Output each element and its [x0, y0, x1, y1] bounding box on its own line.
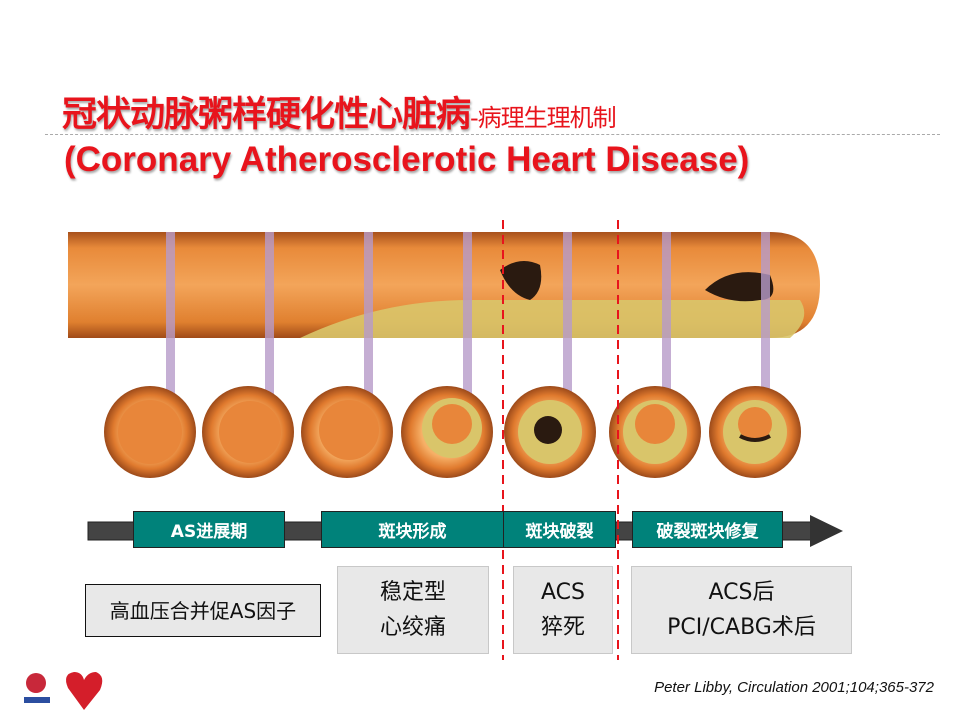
- citation: Peter Libby, Circulation 2001;104;365-37…: [654, 679, 934, 696]
- csc-heart-logo: [66, 672, 103, 710]
- clinical-stable-angina: 稳定型 心绞痛: [337, 566, 489, 654]
- clinical-hypertension: 高血压合并促AS因子: [85, 584, 321, 637]
- cross-sections: [104, 386, 801, 478]
- society-logo: [26, 673, 46, 693]
- clinical-post-acs: ACS后 PCI/CABG术后: [631, 566, 852, 654]
- title-suffix: -病理生理机制: [470, 104, 617, 132]
- title-main: 冠状动脉粥样硬化性心脏病: [62, 95, 471, 135]
- title-divider: [45, 134, 940, 135]
- clinical-line: PCI/CABG术后: [667, 615, 816, 640]
- clinical-line: 稳定型: [379, 579, 446, 605]
- clinical-line: ACS后: [708, 579, 775, 605]
- clinical-line: ACS: [541, 579, 585, 605]
- clinical-line: 高血压合并促AS因子: [109, 598, 297, 623]
- stage-as-progression: AS进展期: [133, 511, 285, 548]
- longitudinal-artery: [68, 232, 820, 338]
- clinical-acs: ACS 猝死: [513, 566, 613, 654]
- stage-plaque-repair: 破裂斑块修复: [632, 511, 783, 548]
- connector-bands: [166, 232, 770, 412]
- title-chinese: 冠状动脉粥样硬化性心脏病-病理生理机制: [62, 86, 617, 137]
- stage-plaque-formation: 斑块形成: [321, 511, 504, 548]
- logos: [24, 672, 103, 710]
- clinical-line: 心绞痛: [379, 615, 446, 640]
- rupture-thrombus: [500, 261, 542, 300]
- healed-plaque-thrombus: [705, 272, 774, 302]
- title-english: (Coronary Atherosclerotic Heart Disease): [64, 140, 750, 179]
- clinical-line: 猝死: [540, 615, 585, 640]
- stage-plaque-rupture: 斑块破裂: [503, 511, 616, 548]
